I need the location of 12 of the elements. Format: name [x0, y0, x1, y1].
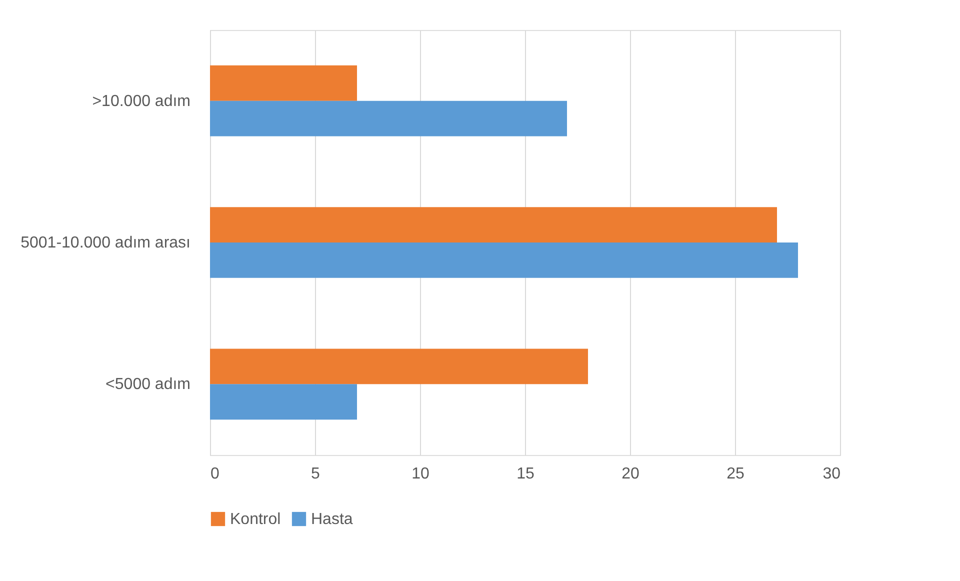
- y-tick-label: <5000 adım: [106, 376, 190, 394]
- x-tick-label: 5: [311, 466, 320, 482]
- x-tick-label: 20: [622, 466, 640, 482]
- y-tick-label: >10.000 adım: [92, 92, 190, 110]
- y-tick-label: 5001-10.000 adım arası: [20, 234, 190, 252]
- x-tick-label: 0: [210, 466, 220, 482]
- x-tick-label: 25: [726, 466, 744, 482]
- x-tick-label: 10: [412, 466, 430, 482]
- legend-label: Kontrol: [230, 511, 281, 528]
- x-tick-label: 30: [822, 466, 841, 482]
- legend-label: Hasta: [311, 511, 353, 528]
- x-tick-label: 15: [516, 466, 534, 482]
